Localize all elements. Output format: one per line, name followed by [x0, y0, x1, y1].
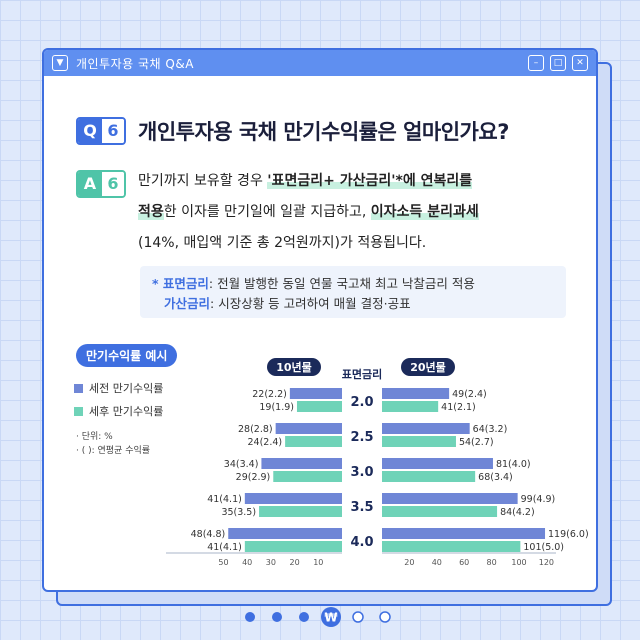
label-20y-pre-2.0: 49(2.4)	[452, 389, 487, 400]
label-20y-post-2.5: 54(2.7)	[459, 437, 494, 448]
page-dot-6[interactable]	[379, 611, 391, 623]
chart-legend: 세전 만기수익률 세후 만기수익률	[74, 380, 163, 426]
bar-10y-post-2.5	[285, 436, 342, 447]
label-10y-pre-3.0: 34(3.4)	[224, 459, 259, 470]
bar-20y-pre-3.5	[382, 493, 518, 504]
bar-10y-post-3.5	[259, 506, 342, 517]
bar-20y-post-3.5	[382, 506, 498, 517]
page-dot-1[interactable]	[245, 612, 255, 622]
left-tick-30: 30	[266, 558, 276, 567]
close-icon[interactable]: ✕	[572, 55, 588, 71]
label-10y-post-2.5: 24(2.4)	[248, 437, 283, 448]
question-text: 개인투자용 국채 만기수익률은 얼마인가요?	[138, 120, 509, 144]
label-10y-pre-2.5: 28(2.8)	[238, 424, 273, 435]
question-badge: Q 6	[76, 117, 126, 145]
bar-20y-pre-2.0	[382, 388, 450, 399]
label-20y-pre-3.5: 99(4.9)	[521, 494, 556, 505]
right-tick-40: 40	[432, 558, 442, 567]
answer-text: 만기까지 보유할 경우 '표면금리+ 가산금리'*에 연복리를 적용한 이자를 …	[138, 173, 479, 251]
left-tick-40: 40	[242, 558, 252, 567]
qa-window: ▼ 개인투자용 국채 Q&A – □ ✕ Q 6 개인투자용 국채 만기수익률은…	[42, 48, 598, 592]
bar-10y-pre-3.0	[261, 458, 342, 469]
label-10y-post-3.0: 29(2.9)	[236, 472, 271, 483]
bar-20y-post-2.0	[382, 401, 439, 412]
legend-post-tax: 세후 만기수익률	[74, 403, 163, 419]
minimize-icon[interactable]: –	[528, 55, 544, 71]
title-bar: ▼ 개인투자용 국채 Q&A – □ ✕	[44, 50, 596, 76]
bar-10y-post-2.0	[296, 401, 342, 412]
rate-note: * 표면금리: 전월 발행한 동일 연물 국고채 최고 낙찰금리 적용 가산금리…	[140, 266, 566, 318]
panel-label-20y: 20년물	[410, 360, 446, 374]
right-tick-120: 120	[539, 558, 554, 567]
left-tick-50: 50	[218, 558, 228, 567]
right-tick-80: 80	[487, 558, 497, 567]
page-dot-4[interactable]	[321, 607, 341, 627]
left-tick-20: 20	[290, 558, 300, 567]
bar-10y-post-4.0	[244, 541, 342, 552]
category-2.5: 2.5	[350, 430, 373, 445]
bar-10y-pre-2.0	[289, 388, 342, 399]
label-20y-pre-4.0: 119(6.0)	[548, 529, 589, 540]
label-20y-post-4.0: 101(5.0)	[523, 542, 564, 553]
legend-pre-tax: 세전 만기수익률	[74, 380, 163, 396]
right-tick-60: 60	[459, 558, 469, 567]
bar-10y-pre-2.5	[275, 423, 342, 434]
page-dot-2[interactable]	[272, 612, 282, 622]
category-4.0: 4.0	[350, 535, 373, 550]
section-label: 만기수익률 예시	[76, 344, 178, 367]
maximize-icon[interactable]: □	[550, 55, 566, 71]
left-tick-10: 10	[313, 558, 323, 567]
label-20y-pre-3.0: 81(4.0)	[496, 459, 531, 470]
label-10y-post-4.0: 41(4.1)	[207, 542, 242, 553]
right-tick-100: 100	[511, 558, 526, 567]
bar-20y-pre-4.0	[382, 528, 546, 539]
question-row: Q 6 개인투자용 국채 만기수익률은 얼마인가요?	[76, 116, 509, 146]
answer-row: A 6 만기까지 보유할 경우 '표면금리+ 가산금리'*에 연복리를 적용한 …	[76, 170, 479, 259]
label-20y-pre-2.5: 64(3.2)	[473, 424, 508, 435]
category-3.0: 3.0	[350, 465, 373, 480]
center-axis-label: 표면금리	[342, 367, 382, 381]
bar-10y-pre-3.5	[244, 493, 342, 504]
category-3.5: 3.5	[350, 500, 373, 515]
won-icon: ₩	[324, 611, 338, 625]
bar-20y-post-2.5	[382, 436, 456, 447]
chevron-down-icon[interactable]: ▼	[52, 55, 68, 71]
bar-20y-post-3.0	[382, 471, 476, 482]
right-tick-20: 20	[404, 558, 414, 567]
bar-20y-pre-3.0	[382, 458, 493, 469]
pagination-dots: ₩	[245, 607, 391, 627]
label-10y-pre-2.0: 22(2.2)	[252, 389, 287, 400]
bar-10y-post-3.0	[273, 471, 342, 482]
label-20y-post-2.0: 41(2.1)	[441, 402, 476, 413]
page-dot-5[interactable]	[352, 611, 364, 623]
panel-label-20y-bg	[401, 358, 455, 376]
panel-label-10y-bg	[267, 358, 321, 376]
label-10y-post-2.0: 19(1.9)	[259, 402, 294, 413]
page-dot-3[interactable]	[299, 612, 309, 622]
window-title: 개인투자용 국채 Q&A	[76, 56, 194, 71]
panel-label-10y: 10년물	[276, 360, 312, 374]
bar-20y-post-4.0	[382, 541, 521, 552]
bar-10y-pre-4.0	[228, 528, 342, 539]
label-10y-pre-4.0: 48(4.8)	[191, 529, 226, 540]
category-2.0: 2.0	[350, 395, 373, 410]
label-20y-post-3.5: 84(4.2)	[500, 507, 535, 518]
bar-20y-pre-2.5	[382, 423, 470, 434]
label-20y-post-3.0: 68(3.4)	[478, 472, 513, 483]
answer-badge: A 6	[76, 170, 126, 198]
legend-note: · 단위: % · ( ): 연평균 수익률	[76, 432, 151, 456]
label-10y-pre-3.5: 41(4.1)	[207, 494, 242, 505]
label-10y-post-3.5: 35(3.5)	[221, 507, 256, 518]
